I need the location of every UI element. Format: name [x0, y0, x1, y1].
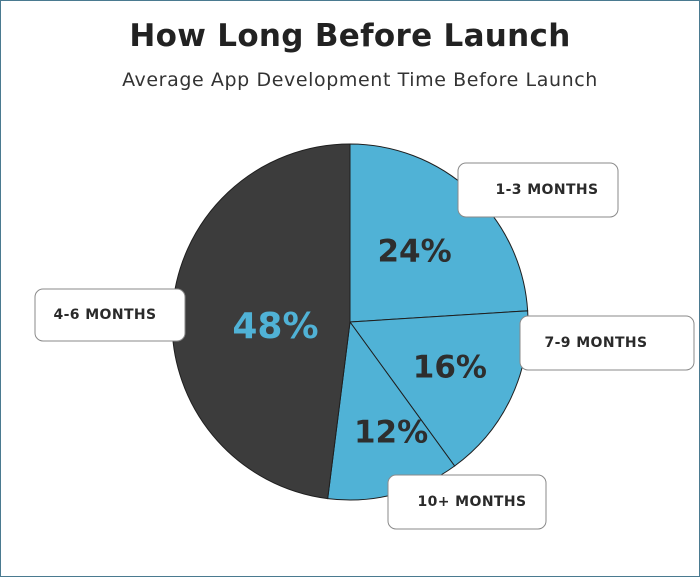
callout-4-6-months: 4-6 MONTHS	[34, 288, 186, 342]
callout-label: 7-9 MONTHS	[544, 335, 647, 351]
callout-box	[387, 474, 547, 530]
slice-percent-label: 12%	[354, 414, 428, 450]
callout-7-9-months: 7-9 MONTHS	[519, 315, 695, 371]
callout-10-plus-months: 10+ MONTHS	[387, 474, 547, 530]
callout-box	[457, 162, 619, 218]
percent-labels: 24% 16% 12% 48%	[232, 234, 487, 451]
callout-1-3-months: 1-3 MONTHS	[457, 162, 619, 218]
chart-title: How Long Before Launch	[129, 18, 571, 54]
callout-label: 1-3 MONTHS	[495, 182, 598, 198]
chart-subtitle: Average App Development Time Before Laun…	[122, 69, 598, 91]
slice-percent-label: 48%	[232, 306, 318, 347]
pie-slices	[171, 143, 529, 501]
callout-box	[34, 288, 186, 342]
callout-label: 10+ MONTHS	[418, 494, 527, 510]
slice-percent-label: 16%	[413, 349, 487, 385]
callout-label: 4-6 MONTHS	[53, 307, 156, 323]
callout-box	[519, 315, 695, 371]
slice-percent-label: 24%	[377, 234, 451, 270]
